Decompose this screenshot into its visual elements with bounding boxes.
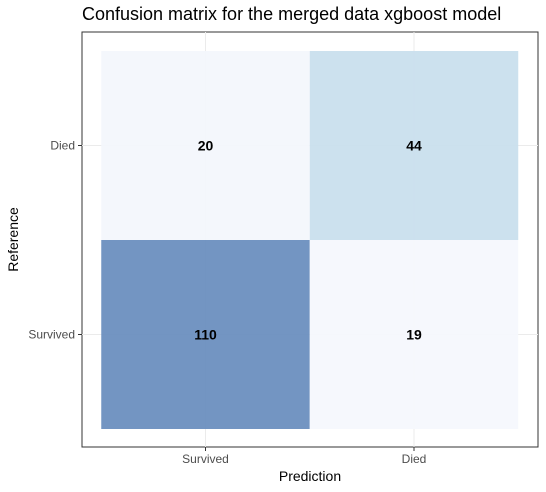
x-tick-label: Died — [402, 452, 427, 466]
heatmap-cell — [309, 51, 519, 240]
y-axis-title: Reference — [5, 207, 21, 272]
heatmap-cell — [309, 240, 519, 429]
heatmap-cell — [101, 240, 310, 429]
chart-title: Confusion matrix for the merged data xgb… — [82, 4, 502, 24]
y-tick-label: Died — [50, 139, 75, 153]
cell-value-label: 19 — [406, 327, 422, 343]
x-axis-title: Prediction — [279, 468, 341, 484]
y-tick-label: Survived — [28, 328, 75, 342]
cell-value-label: 44 — [406, 138, 422, 154]
x-tick-label: Survived — [182, 452, 229, 466]
cell-labels: 20 44 110 19 — [194, 138, 422, 343]
heatmap-cells — [101, 51, 519, 429]
axis-ticks: Survived Died Survived Died — [28, 139, 426, 467]
heatmap-cell — [101, 51, 310, 240]
cell-value-label: 20 — [198, 138, 214, 154]
cell-value-label: 110 — [194, 327, 217, 343]
